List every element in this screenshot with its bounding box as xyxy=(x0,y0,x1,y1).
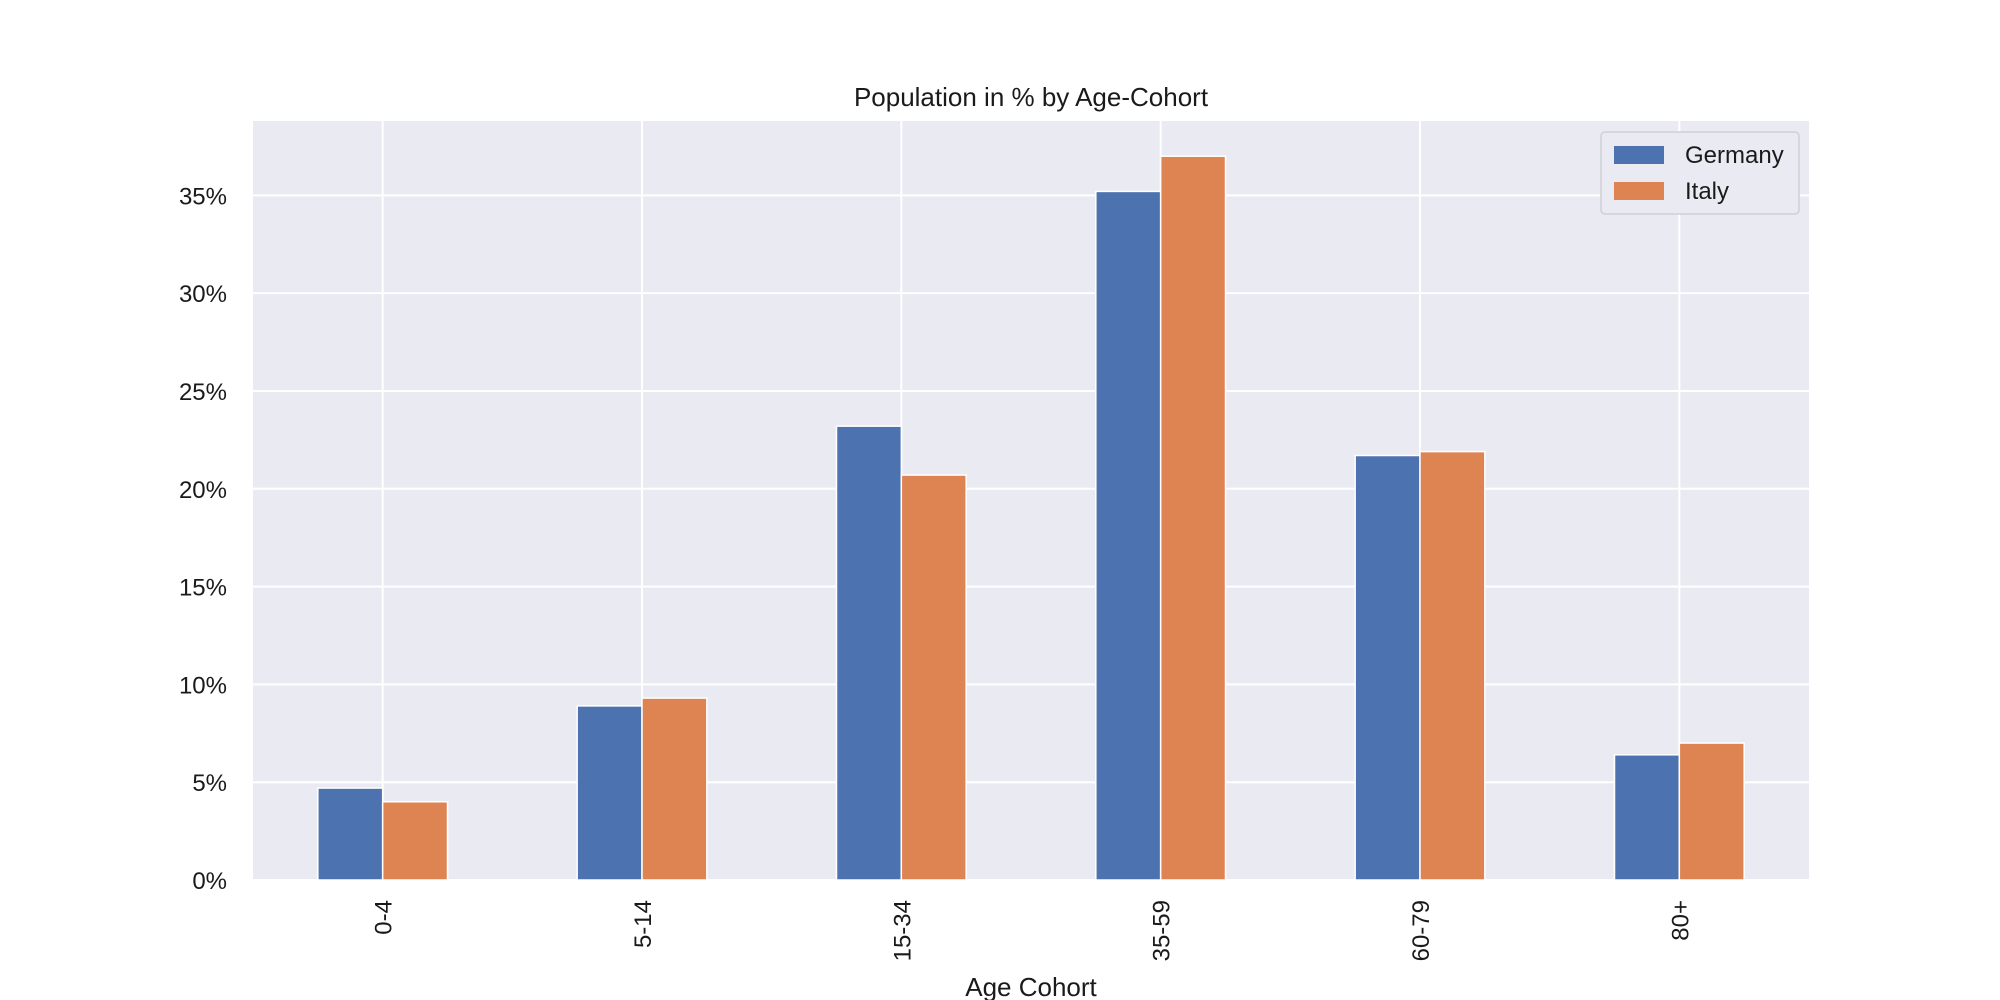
x-tick-label: 35-59 xyxy=(1149,900,1176,961)
bar-italy-5-14 xyxy=(641,697,708,881)
y-tick-label: 0% xyxy=(192,868,227,895)
y-tick-label: 15% xyxy=(179,575,227,602)
plot-area xyxy=(253,121,1809,880)
bar-italy-60-79 xyxy=(1419,450,1486,881)
bar-italy-0-4 xyxy=(381,801,449,881)
y-tick-label: 35% xyxy=(179,183,227,210)
bar-germany-35-59 xyxy=(1095,190,1162,881)
bar-germany-15-34 xyxy=(835,425,903,881)
y-tick-label: 25% xyxy=(179,379,227,406)
y-tick-label: 5% xyxy=(192,770,227,797)
y-tick-label: 20% xyxy=(179,477,227,504)
legend-label-germany: Germany xyxy=(1685,142,1784,169)
bar-germany-0-4 xyxy=(317,787,384,881)
chart-title: Population in % by Age-Cohort xyxy=(854,82,1209,112)
bars xyxy=(317,155,1745,881)
bar-germany-80+ xyxy=(1613,754,1681,881)
x-tick-label: 80+ xyxy=(1667,900,1694,941)
y-tick-label: 30% xyxy=(179,281,227,308)
y-axis-ticks: 0% 5% 10% 15% 20% 25% 30% 35% xyxy=(179,183,227,895)
x-tick-label: 15-34 xyxy=(889,900,916,961)
legend-label-italy: Italy xyxy=(1685,178,1729,205)
legend: Germany Italy xyxy=(1600,131,1800,215)
legend-swatch-italy xyxy=(1614,182,1664,200)
bar-italy-15-34 xyxy=(900,474,967,881)
legend-swatch-germany xyxy=(1614,146,1664,164)
x-tick-label: 0-4 xyxy=(371,900,398,935)
bar-germany-5-14 xyxy=(576,705,643,881)
x-axis-label: Age Cohort xyxy=(965,972,1097,1000)
x-tick-label: 5-14 xyxy=(630,900,657,948)
x-axis-ticks: 0-4 5-14 15-34 35-59 60-79 80+ xyxy=(371,900,1695,961)
x-tick-label: 60-79 xyxy=(1408,900,1435,961)
bar-germany-60-79 xyxy=(1354,454,1421,881)
bar-italy-80+ xyxy=(1678,742,1745,881)
y-tick-label: 10% xyxy=(179,672,227,699)
bar-italy-35-59 xyxy=(1159,155,1227,881)
